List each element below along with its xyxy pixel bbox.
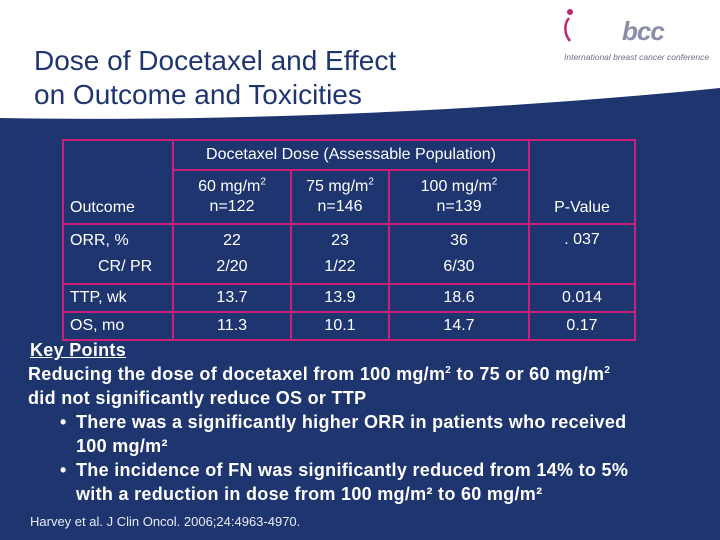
- row-orr-label: ORR, % CR/ PR: [62, 223, 174, 285]
- orr-100: 36 6/30: [388, 223, 530, 285]
- orr-75-value: 23: [331, 232, 349, 249]
- os-60: 11.3: [172, 311, 292, 341]
- dose-75-sup: 2: [368, 176, 374, 188]
- orr-75: 23 1/22: [290, 223, 390, 285]
- bullet-1-line-1: There was a significantly higher ORR in …: [76, 412, 627, 432]
- dose-100-sup: 2: [491, 176, 498, 188]
- logo-word: bcc: [622, 16, 665, 46]
- orr-label: ORR, %: [70, 232, 129, 249]
- header-outcome: Outcome: [62, 139, 174, 225]
- os-75: 10.1: [290, 311, 390, 341]
- logo-tagline: International breast cancer conference: [564, 52, 710, 62]
- key-point-bullet-2: • The incidence of FN was significantly …: [60, 458, 700, 506]
- os-label: OS, mo: [62, 311, 174, 341]
- orr-100-sub: 6/30: [443, 258, 475, 275]
- header-dose-100: 100 mg/m2 n=139: [388, 169, 530, 225]
- ibcc-logo-icon: [564, 9, 573, 42]
- os-100: 14.7: [388, 311, 530, 341]
- orr-60-sub: 2/20: [216, 258, 248, 275]
- dose-75-n: n=146: [317, 198, 363, 215]
- orr-100-value: 36: [450, 232, 468, 249]
- table-row-ttp: TTP, wk 13.7 13.9 18.6 0.014: [62, 283, 636, 313]
- key-points-paragraph: Reducing the dose of docetaxel from 100 …: [28, 362, 708, 410]
- key-para-sup2: 2: [604, 365, 611, 376]
- header-pvalue: P-Value: [528, 139, 636, 225]
- key-para-part1: Reducing the dose of docetaxel from 100 …: [28, 364, 446, 384]
- dose-60-sup: 2: [260, 176, 266, 188]
- title-line-1: Dose of Docetaxel and Effect: [34, 45, 397, 76]
- bullet-1-line-2: 100 mg/m²: [76, 436, 168, 456]
- ttp-100: 18.6: [388, 283, 530, 313]
- bullet-2-line-1: The incidence of FN was significantly re…: [76, 460, 629, 480]
- title-line-2: on Outcome and Toxicities: [34, 79, 362, 110]
- table-row-orr: ORR, % CR/ PR 22 2/20 23 1/22 36 6/30 . …: [62, 223, 636, 285]
- citation: Harvey et al. J Clin Oncol. 2006;24:4963…: [30, 514, 301, 529]
- ttp-60: 13.7: [172, 283, 292, 313]
- bullet-dot: •: [60, 460, 67, 480]
- dose-100-n: n=139: [436, 198, 482, 215]
- outcome-table: Outcome Docetaxel Dose (Assessable Popul…: [62, 139, 636, 341]
- bullet-dot: •: [60, 412, 67, 432]
- dose-60-label: 60 mg/m: [198, 178, 261, 195]
- key-para-sup1: 2: [445, 365, 452, 376]
- header-curve: [0, 88, 720, 128]
- ttp-label: TTP, wk: [62, 283, 174, 313]
- key-para-part3: did not significantly reduce OS or TTP: [28, 388, 367, 408]
- table-row-os: OS, mo 11.3 10.1 14.7 0.17: [62, 311, 636, 341]
- orr-sublabel: CR/ PR: [98, 258, 153, 275]
- header-band: Dose of Docetaxel and Effect on Outcome …: [0, 0, 720, 128]
- ttp-pvalue: 0.014: [528, 283, 636, 313]
- ibcc-logo: bcc International breast cancer conferen…: [560, 8, 710, 68]
- orr-60: 22 2/20: [172, 223, 292, 285]
- orr-pvalue: . 037: [528, 223, 636, 285]
- dose-75-label: 75 mg/m: [306, 178, 369, 195]
- header-dose-75: 75 mg/m2 n=146: [290, 169, 390, 225]
- dose-100-label: 100 mg/m: [420, 178, 492, 195]
- key-points-title: Key Points: [30, 340, 127, 360]
- slide-title: Dose of Docetaxel and Effect on Outcome …: [34, 44, 514, 112]
- os-pvalue: 0.17: [528, 311, 636, 341]
- header-dose-group: Docetaxel Dose (Assessable Population): [172, 139, 530, 171]
- header-dose-60: 60 mg/m2 n=122: [172, 169, 292, 225]
- dose-60-n: n=122: [209, 198, 255, 215]
- orr-75-sub: 1/22: [324, 258, 356, 275]
- ttp-75: 13.9: [290, 283, 390, 313]
- bullet-2-line-2: with a reduction in dose from 100 mg/m² …: [76, 484, 543, 504]
- orr-60-value: 22: [223, 232, 241, 249]
- key-point-bullet-1: • There was a significantly higher ORR i…: [60, 410, 700, 458]
- key-para-part2: to 75 or 60 mg/m: [451, 364, 605, 384]
